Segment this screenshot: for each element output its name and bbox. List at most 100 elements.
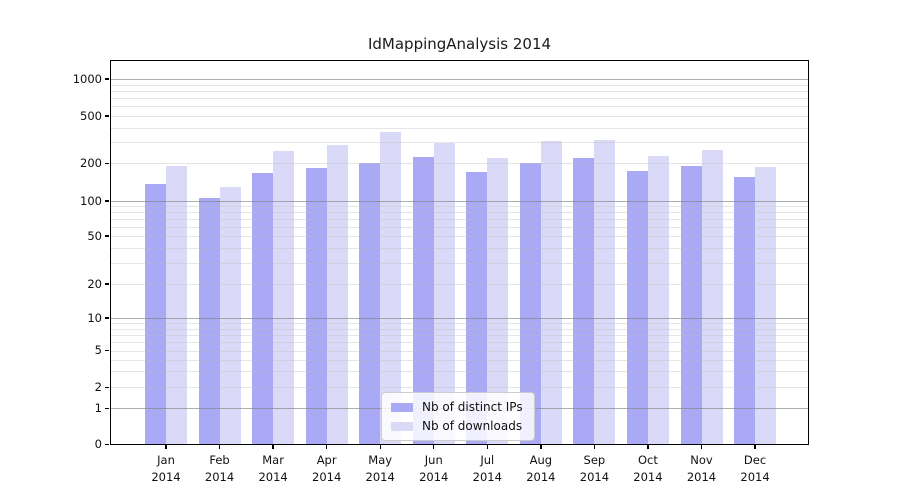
y-tick-mark bbox=[105, 200, 109, 202]
gridline-minor bbox=[110, 328, 809, 330]
x-tick-mark bbox=[593, 445, 596, 449]
bar-downloads bbox=[594, 139, 616, 445]
bar-distinct-ips bbox=[252, 172, 274, 445]
bar-downloads bbox=[540, 141, 562, 445]
y-tick-label: 5 bbox=[94, 343, 102, 358]
gridline-minor bbox=[110, 212, 809, 214]
y-tick-label: 0 bbox=[94, 437, 102, 451]
bars-layer bbox=[110, 60, 809, 445]
gridline-minor bbox=[110, 236, 809, 237]
bar-downloads bbox=[380, 131, 402, 445]
bar-distinct-ips bbox=[680, 166, 702, 445]
plot-border bbox=[110, 60, 809, 445]
y-tick-mark bbox=[105, 407, 109, 409]
gridline-minor bbox=[110, 226, 809, 228]
y-tick-label: 20 bbox=[87, 276, 102, 291]
y-tick-label: 200 bbox=[80, 155, 102, 170]
y-tick-label: 10 bbox=[87, 310, 102, 325]
bar-downloads bbox=[647, 155, 669, 445]
y-tick-mark bbox=[105, 317, 109, 319]
y-tick-label: 100 bbox=[80, 193, 102, 208]
x-tick-mark bbox=[218, 445, 221, 449]
y-tick-label: 1 bbox=[94, 400, 102, 415]
legend-label-distinct-ips: Nb of distinct IPs bbox=[422, 400, 523, 414]
y-tick-mark bbox=[105, 350, 109, 352]
gridline-minor bbox=[110, 98, 809, 100]
gridline-minor bbox=[110, 334, 809, 336]
x-tick-mark bbox=[754, 445, 756, 449]
gridline-minor bbox=[110, 219, 809, 220]
x-tick-label: Feb 2014 bbox=[204, 453, 235, 484]
bar-distinct-ips bbox=[145, 184, 166, 445]
bar-downloads bbox=[487, 157, 509, 445]
y-tick-label: 500 bbox=[80, 108, 102, 123]
x-tick-mark bbox=[325, 445, 328, 449]
gridline-major bbox=[110, 201, 809, 202]
x-tick-label: Aug 2014 bbox=[526, 453, 556, 484]
gridline-major bbox=[110, 318, 809, 319]
y-tick-label: 2 bbox=[94, 379, 102, 394]
x-tick-mark bbox=[486, 445, 488, 449]
bar-distinct-ips bbox=[734, 177, 756, 445]
gridline-minor bbox=[110, 142, 809, 144]
legend-swatch-downloads bbox=[391, 421, 413, 431]
legend-item-downloads: Nb of downloads bbox=[391, 419, 523, 433]
x-tick-mark bbox=[647, 445, 649, 449]
bar-downloads bbox=[755, 166, 777, 445]
bar-distinct-ips bbox=[359, 162, 381, 445]
x-tick-label: Nov 2014 bbox=[686, 453, 717, 484]
bar-downloads bbox=[701, 149, 723, 445]
bar-distinct-ips bbox=[519, 163, 541, 445]
gridline-minor bbox=[110, 322, 809, 324]
bar-downloads bbox=[219, 187, 241, 445]
x-tick-label: Jul 2014 bbox=[472, 453, 502, 484]
x-tick-mark bbox=[540, 445, 542, 449]
y-tick-mark bbox=[105, 162, 109, 164]
x-tick-label: Jun 2014 bbox=[419, 453, 449, 484]
gridline-minor bbox=[110, 90, 809, 92]
gridline-minor bbox=[110, 350, 809, 352]
gridline-minor bbox=[110, 387, 809, 389]
x-tick-mark bbox=[379, 445, 381, 449]
gridline-minor bbox=[110, 206, 809, 208]
y-tick-label: 1000 bbox=[72, 71, 102, 86]
gridline-minor bbox=[110, 262, 809, 264]
gridline-minor bbox=[110, 371, 809, 373]
legend-swatch-distinct-ips bbox=[391, 402, 413, 412]
gridline-minor bbox=[110, 127, 809, 129]
gridline-minor bbox=[110, 342, 809, 344]
y-tick-label: 50 bbox=[87, 228, 102, 243]
x-tick-label: Apr 2014 bbox=[312, 453, 342, 484]
legend-label-downloads: Nb of downloads bbox=[422, 419, 523, 433]
x-tick-mark bbox=[433, 445, 435, 449]
plot-area: Nb of distinct IPs Nb of downloads bbox=[110, 60, 809, 445]
x-tick-label: Oct 2014 bbox=[633, 453, 663, 484]
bar-downloads bbox=[433, 143, 455, 445]
gridline-major bbox=[110, 79, 809, 80]
x-tick-label: Mar 2014 bbox=[258, 453, 288, 484]
y-tick-mark bbox=[105, 115, 109, 117]
x-tick-mark bbox=[165, 445, 167, 449]
chart-title: IdMappingAnalysis 2014 bbox=[367, 35, 552, 53]
bar-distinct-ips bbox=[412, 156, 434, 445]
gridline-minor bbox=[110, 284, 809, 285]
x-tick-mark bbox=[272, 445, 274, 449]
gridline-minor bbox=[110, 84, 809, 86]
gridline-minor bbox=[110, 359, 809, 361]
gridline-minor bbox=[110, 163, 809, 165]
gridline-minor bbox=[110, 247, 809, 249]
gridline-minor bbox=[110, 116, 809, 117]
x-tick-label: Jan 2014 bbox=[151, 453, 181, 484]
bar-distinct-ips bbox=[626, 170, 648, 445]
x-tick-label: May 2014 bbox=[365, 453, 395, 484]
bar-downloads bbox=[166, 166, 187, 445]
legend-item-distinct-ips: Nb of distinct IPs bbox=[391, 400, 523, 414]
y-tick-mark bbox=[105, 386, 109, 388]
x-tick-label: Dec 2014 bbox=[740, 453, 770, 484]
bar-downloads bbox=[273, 151, 295, 445]
y-tick-mark bbox=[105, 283, 109, 285]
gridline-minor bbox=[110, 106, 809, 108]
bar-distinct-ips bbox=[305, 168, 327, 445]
bar-distinct-ips bbox=[573, 157, 595, 445]
